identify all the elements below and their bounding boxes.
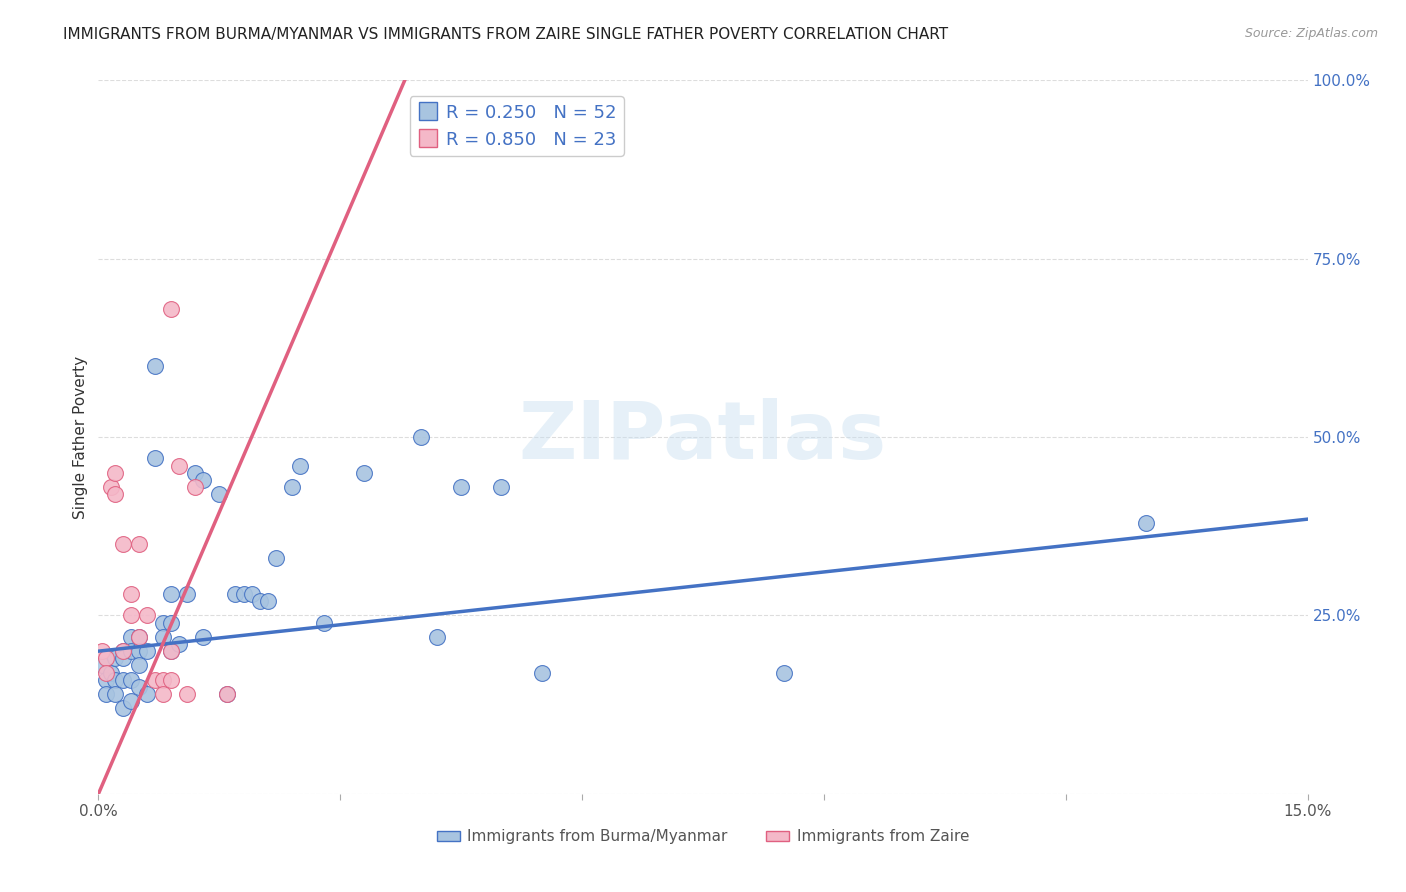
Text: Source: ZipAtlas.com: Source: ZipAtlas.com — [1244, 27, 1378, 40]
Point — [240, 587, 263, 601]
Point — [1135, 516, 1157, 530]
Point — [91, 644, 114, 658]
Point — [103, 673, 125, 687]
Point — [167, 637, 190, 651]
Point — [264, 551, 287, 566]
Point — [409, 430, 432, 444]
Point — [128, 630, 150, 644]
Point — [530, 665, 553, 680]
Point — [160, 673, 183, 687]
Point — [111, 537, 134, 551]
Point — [184, 466, 207, 480]
Point — [143, 451, 166, 466]
Point — [772, 665, 794, 680]
Point — [160, 587, 183, 601]
Point — [120, 694, 142, 708]
Point — [120, 587, 142, 601]
Point — [103, 466, 125, 480]
Legend: Immigrants from Burma/Myanmar, Immigrants from Zaire: Immigrants from Burma/Myanmar, Immigrant… — [430, 823, 976, 850]
Point — [96, 673, 118, 687]
Point — [288, 458, 311, 473]
Point — [160, 615, 183, 630]
Point — [176, 687, 198, 701]
Point — [111, 701, 134, 715]
Point — [111, 651, 134, 665]
Point — [450, 480, 472, 494]
Point — [152, 687, 174, 701]
Point — [135, 608, 157, 623]
Text: ZIPatlas: ZIPatlas — [519, 398, 887, 476]
Point — [96, 665, 118, 680]
Point — [143, 673, 166, 687]
Point — [128, 644, 150, 658]
Point — [160, 644, 183, 658]
Point — [128, 658, 150, 673]
Point — [120, 608, 142, 623]
Point — [208, 487, 231, 501]
Point — [128, 630, 150, 644]
Point — [184, 480, 207, 494]
Point — [103, 487, 125, 501]
Point — [135, 687, 157, 701]
Point — [111, 644, 134, 658]
Point — [281, 480, 304, 494]
Point — [111, 673, 134, 687]
Point — [120, 630, 142, 644]
Point — [128, 680, 150, 694]
Point — [96, 687, 118, 701]
Point — [193, 630, 215, 644]
Point — [249, 594, 271, 608]
Point — [160, 301, 183, 316]
Point — [176, 587, 198, 601]
Point — [152, 630, 174, 644]
Point — [426, 630, 449, 644]
Point — [314, 615, 336, 630]
Point — [193, 473, 215, 487]
Point — [256, 594, 278, 608]
Point — [103, 687, 125, 701]
Point — [491, 480, 513, 494]
Point — [111, 644, 134, 658]
Point — [353, 466, 375, 480]
Point — [152, 615, 174, 630]
Point — [152, 673, 174, 687]
Point — [160, 644, 183, 658]
Point — [217, 687, 239, 701]
Point — [100, 480, 122, 494]
Point — [103, 651, 125, 665]
Point — [100, 665, 122, 680]
Text: IMMIGRANTS FROM BURMA/MYANMAR VS IMMIGRANTS FROM ZAIRE SINGLE FATHER POVERTY COR: IMMIGRANTS FROM BURMA/MYANMAR VS IMMIGRA… — [63, 27, 949, 42]
Point — [128, 537, 150, 551]
Point — [91, 658, 114, 673]
Point — [120, 644, 142, 658]
Point — [232, 587, 254, 601]
Point — [224, 587, 246, 601]
Point — [135, 644, 157, 658]
Point — [143, 359, 166, 373]
Point — [217, 687, 239, 701]
Point — [167, 458, 190, 473]
Point — [120, 673, 142, 687]
Y-axis label: Single Father Poverty: Single Father Poverty — [73, 356, 89, 518]
Point — [96, 651, 118, 665]
